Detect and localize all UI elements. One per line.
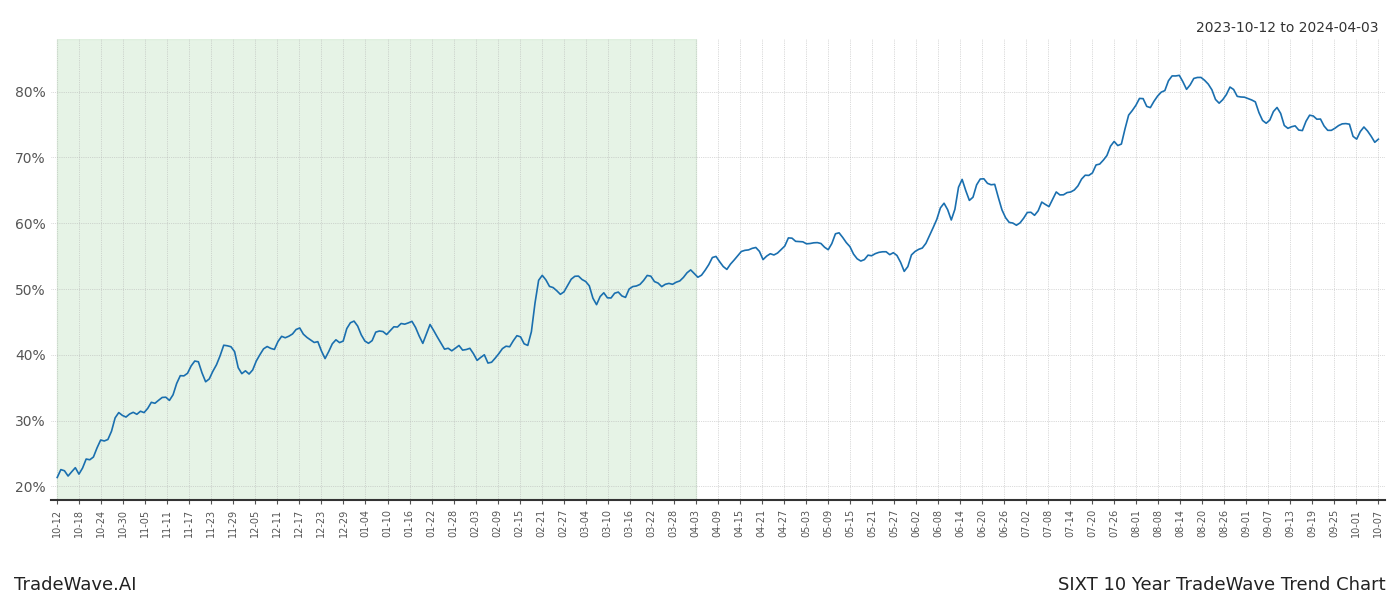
Text: 2023-10-12 to 2024-04-03: 2023-10-12 to 2024-04-03	[1197, 21, 1379, 35]
Text: TradeWave.AI: TradeWave.AI	[14, 576, 137, 594]
Bar	[57, 39, 696, 500]
Text: SIXT 10 Year TradeWave Trend Chart: SIXT 10 Year TradeWave Trend Chart	[1058, 576, 1386, 594]
